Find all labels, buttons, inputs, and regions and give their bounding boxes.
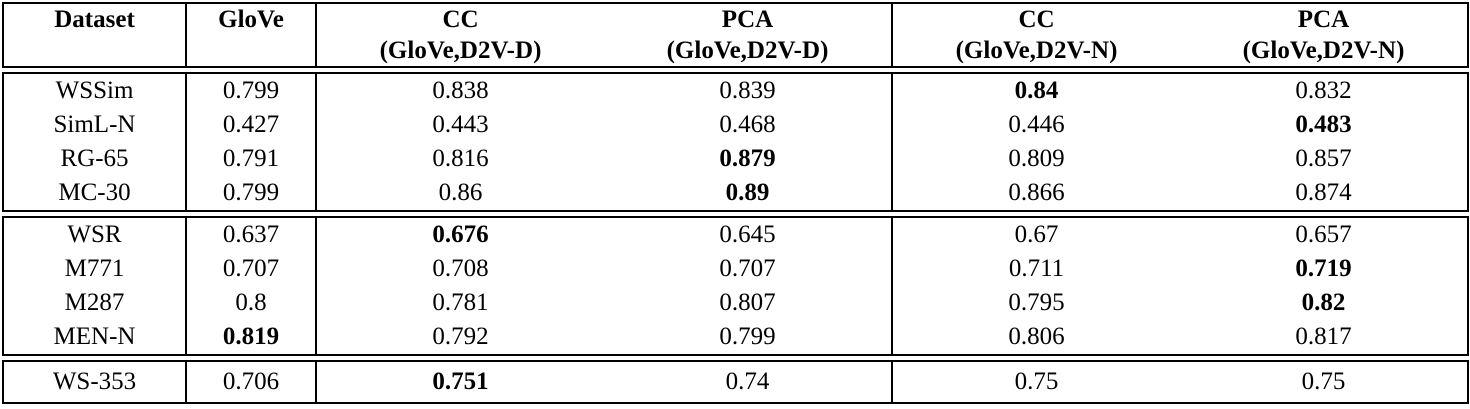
score-cell: 0.751 <box>432 368 489 395</box>
score-cell: 0.676 <box>432 221 489 248</box>
table-row: RG-65 0.791 0.816 0.879 0.809 0.857 <box>3 142 1468 176</box>
score-cell: 0.707 <box>604 252 893 286</box>
score-cell: 0.874 <box>1295 179 1352 206</box>
table-row: WSSim 0.799 0.838 0.839 0.84 0.832 <box>3 73 1468 108</box>
results-table-block-2: WSR 0.637 0.676 0.645 0.67 0.657 M771 0.707 0.70… <box>2 216 1469 356</box>
score-cell: 0.706 <box>186 361 317 403</box>
results-table-block-3: WS-353 0.706 0.751 0.74 0.75 0.75 <box>2 360 1469 404</box>
score-cell: 0.708 <box>432 255 489 282</box>
score-cell: 0.879 <box>604 142 893 176</box>
score-cell: 0.707 <box>186 252 317 286</box>
score-cell: 0.839 <box>604 73 893 108</box>
dataset-name-cell: M287 <box>3 286 187 320</box>
score-cell: 0.799 <box>604 320 893 355</box>
table-row: MC-30 0.799 0.86 0.89 0.866 0.874 <box>3 176 1468 211</box>
score-cell: 0.799 <box>186 176 317 211</box>
dataset-name-cell: MEN-N <box>3 320 187 355</box>
column-header-sublabel: (GloVe,D2V-N) <box>955 37 1118 64</box>
score-cell: 0.86 <box>438 179 483 206</box>
dataset-name-cell: WSR <box>3 217 187 252</box>
column-header-label: Dataset <box>54 6 135 33</box>
score-cell: 0.832 <box>1295 77 1352 104</box>
score-cell: 0.8 <box>186 286 317 320</box>
column-header-label: PCA <box>721 6 774 33</box>
score-cell: 0.443 <box>432 111 489 138</box>
column-header-sublabel: (GloVe,D2V-D) <box>666 37 829 64</box>
score-cell: 0.75 <box>1014 368 1059 395</box>
score-cell: 0.817 <box>1295 323 1352 350</box>
dataset-name-cell: SimL-N <box>3 108 187 142</box>
score-cell: 0.719 <box>1295 255 1352 282</box>
score-cell: 0.711 <box>1008 255 1065 282</box>
score-cell: 0.657 <box>1295 221 1352 248</box>
table-row: MEN-N 0.819 0.792 0.799 0.806 0.817 <box>3 320 1468 355</box>
score-cell: 0.809 <box>1008 145 1065 172</box>
column-header-label: CC <box>442 6 479 33</box>
column-header-pca-d2v-n: PCA (GloVe,D2V-N) <box>1180 3 1468 67</box>
column-header-sublabel: (GloVe,D2V-N) <box>1242 37 1405 64</box>
score-cell: 0.89 <box>604 176 893 211</box>
column-header-sublabel: (GloVe,D2V-D) <box>379 37 542 64</box>
column-header-pca-d2v-d: PCA (GloVe,D2V-D) <box>604 3 893 67</box>
score-cell: 0.806 <box>1008 323 1065 350</box>
score-cell: 0.799 <box>186 73 317 108</box>
results-table-header-section: Dataset GloVe CC (GloVe,D2V-D) PCA (GloV… <box>2 2 1469 68</box>
dataset-name-cell: RG-65 <box>3 142 187 176</box>
dataset-name-cell: MC-30 <box>3 176 187 211</box>
score-cell: 0.483 <box>1295 111 1352 138</box>
column-header-dataset: Dataset <box>3 3 187 67</box>
score-cell: 0.75 <box>1301 368 1346 395</box>
score-cell: 0.792 <box>432 323 489 350</box>
table-row: M771 0.707 0.708 0.707 0.711 0.719 <box>3 252 1468 286</box>
score-cell: 0.427 <box>186 108 317 142</box>
score-cell: 0.67 <box>1014 221 1059 248</box>
score-cell: 0.807 <box>604 286 893 320</box>
dataset-name-cell: WS-353 <box>3 361 187 403</box>
column-header-cc-d2v-d: CC (GloVe,D2V-D) <box>316 3 604 67</box>
score-cell: 0.468 <box>604 108 893 142</box>
header-row: Dataset GloVe CC (GloVe,D2V-D) PCA (GloV… <box>3 3 1468 67</box>
column-header-cc-d2v-n: CC (GloVe,D2V-N) <box>892 3 1180 67</box>
column-header-label: PCA <box>1297 6 1350 33</box>
score-cell: 0.866 <box>1008 179 1065 206</box>
column-header-label: CC <box>1018 6 1055 33</box>
score-cell: 0.645 <box>604 217 893 252</box>
score-cell: 0.791 <box>186 142 317 176</box>
score-cell: 0.816 <box>432 145 489 172</box>
score-cell: 0.637 <box>186 217 317 252</box>
table-row: M287 0.8 0.781 0.807 0.795 0.82 <box>3 286 1468 320</box>
score-cell: 0.82 <box>1301 289 1346 316</box>
score-cell: 0.781 <box>432 289 489 316</box>
dataset-name-cell: M771 <box>3 252 187 286</box>
table-row: WSR 0.637 0.676 0.645 0.67 0.657 <box>3 217 1468 252</box>
score-cell: 0.74 <box>604 361 893 403</box>
dataset-name-cell: WSSim <box>3 73 187 108</box>
score-cell: 0.446 <box>1008 111 1065 138</box>
results-table-block-1: WSSim 0.799 0.838 0.839 0.84 0.832 SimL-N 0.427… <box>2 72 1469 212</box>
score-cell: 0.819 <box>186 320 317 355</box>
score-cell: 0.838 <box>432 77 489 104</box>
score-cell: 0.795 <box>1008 289 1065 316</box>
table-row: WS-353 0.706 0.751 0.74 0.75 0.75 <box>3 361 1468 403</box>
column-header-glove: GloVe <box>186 3 317 67</box>
column-header-label: GloVe <box>218 6 284 33</box>
table-row: SimL-N 0.427 0.443 0.468 0.446 0.483 <box>3 108 1468 142</box>
score-cell: 0.857 <box>1295 145 1352 172</box>
score-cell: 0.84 <box>1014 77 1059 104</box>
